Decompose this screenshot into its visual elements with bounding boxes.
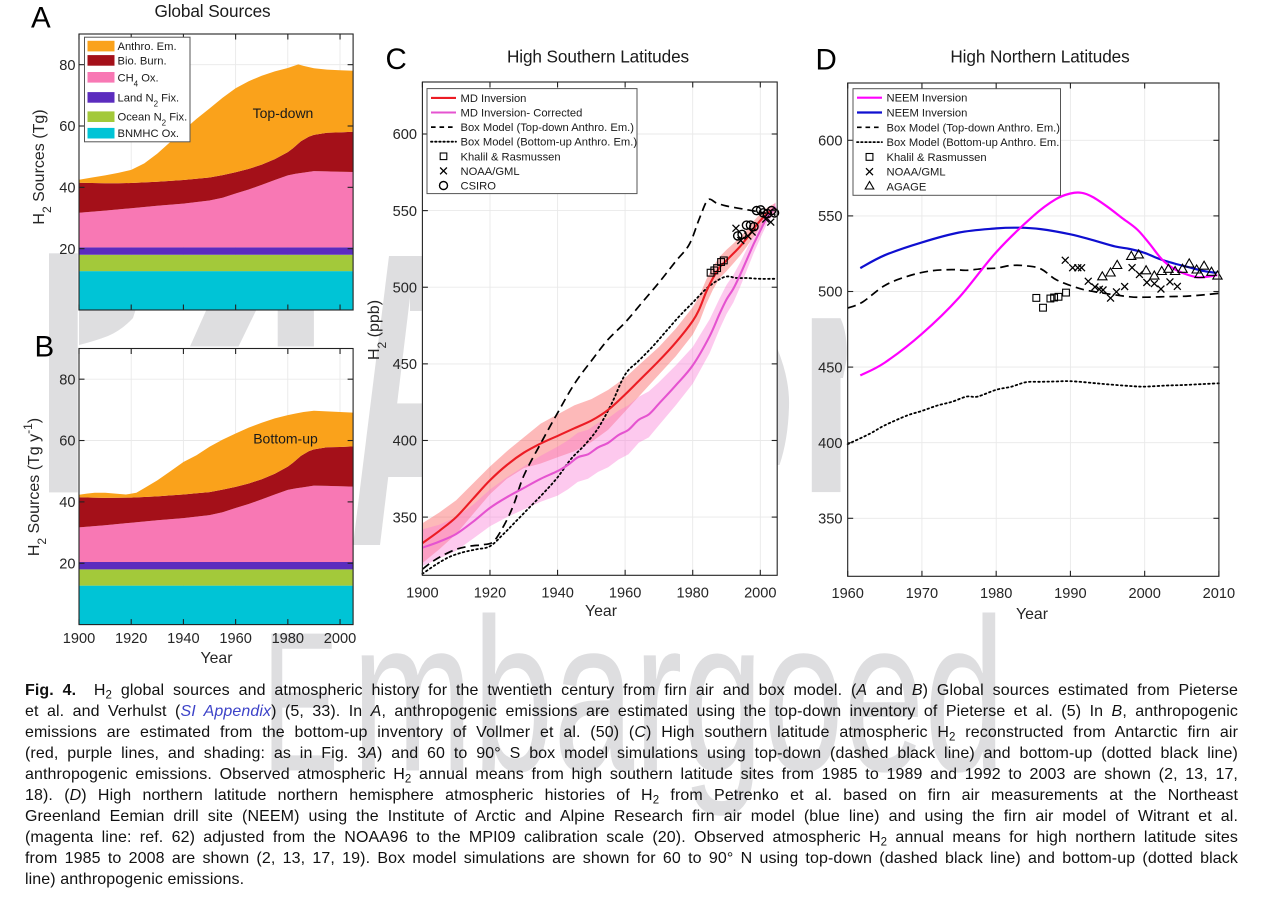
- svg-text:Bio. Burn.: Bio. Burn.: [118, 55, 167, 67]
- svg-text:1990: 1990: [1054, 586, 1086, 602]
- svg-text:1960: 1960: [609, 586, 641, 602]
- svg-text:350: 350: [818, 512, 842, 528]
- svg-text:1940: 1940: [167, 631, 199, 647]
- svg-text:Ocean N2 Fix.: Ocean N2 Fix.: [118, 112, 188, 128]
- svg-text:H2 Sources (Tg y-1): H2 Sources (Tg y-1): [21, 418, 49, 556]
- svg-text:Top-down: Top-down: [253, 105, 314, 121]
- svg-text:NOAA/GML: NOAA/GML: [461, 166, 520, 178]
- svg-text:Anthro. Em.: Anthro. Em.: [118, 41, 177, 53]
- svg-text:2000: 2000: [324, 631, 356, 647]
- svg-text:Year: Year: [201, 650, 233, 667]
- svg-text:1920: 1920: [115, 631, 147, 647]
- svg-text:CH4 Ox.: CH4 Ox.: [118, 72, 159, 88]
- svg-text:500: 500: [818, 285, 842, 301]
- svg-text:NEEM Inversion: NEEM Inversion: [887, 108, 968, 120]
- svg-text:Year: Year: [1016, 606, 1048, 623]
- svg-text:CSIRO: CSIRO: [461, 181, 497, 193]
- svg-text:1940: 1940: [541, 586, 573, 602]
- svg-text:550: 550: [393, 204, 417, 220]
- svg-text:600: 600: [818, 134, 842, 150]
- svg-text:80: 80: [59, 372, 75, 388]
- svg-text:1960: 1960: [219, 631, 251, 647]
- svg-text:20: 20: [59, 556, 75, 572]
- svg-text:2000: 2000: [1128, 586, 1160, 602]
- svg-text:450: 450: [818, 360, 842, 376]
- svg-text:40: 40: [59, 181, 75, 197]
- svg-text:450: 450: [393, 357, 417, 373]
- svg-text:H2 Sources (Tg): H2 Sources (Tg): [31, 109, 54, 224]
- svg-text:NEEM Inversion: NEEM Inversion: [887, 93, 968, 105]
- svg-text:60: 60: [59, 434, 75, 450]
- svg-text:Land N2 Fix.: Land N2 Fix.: [118, 92, 180, 108]
- svg-text:MD Inversion- Corrected: MD Inversion- Corrected: [461, 108, 583, 120]
- svg-text:1900: 1900: [63, 631, 95, 647]
- svg-text:AGAGE: AGAGE: [887, 182, 927, 194]
- svg-text:B: B: [35, 331, 55, 364]
- svg-text:400: 400: [393, 434, 417, 450]
- svg-text:Global Sources: Global Sources: [154, 1, 270, 21]
- svg-text:600: 600: [393, 127, 417, 143]
- svg-text:Khalil & Rasmussen: Khalil & Rasmussen: [887, 152, 987, 164]
- svg-text:1960: 1960: [831, 586, 863, 602]
- svg-text:A: A: [31, 2, 51, 35]
- svg-text:Bottom-up: Bottom-up: [253, 431, 318, 447]
- svg-text:400: 400: [818, 436, 842, 452]
- svg-text:350: 350: [393, 510, 417, 526]
- svg-text:1980: 1980: [676, 586, 708, 602]
- svg-text:Khalil & Rasmussen: Khalil & Rasmussen: [461, 151, 561, 163]
- svg-text:Box Model (Bottom-up Anthro. E: Box Model (Bottom-up Anthro. Em.: [887, 137, 1060, 149]
- svg-text:2010: 2010: [1203, 586, 1235, 602]
- svg-text:1980: 1980: [272, 631, 304, 647]
- svg-text:C: C: [386, 43, 407, 76]
- svg-text:High Southern Latitudes: High Southern Latitudes: [507, 47, 689, 67]
- svg-text:2000: 2000: [744, 586, 776, 602]
- svg-text:MD Inversion: MD Inversion: [461, 93, 527, 105]
- svg-text:High Northern Latitudes: High Northern Latitudes: [950, 47, 1129, 67]
- svg-text:500: 500: [393, 280, 417, 296]
- svg-text:20: 20: [59, 242, 75, 258]
- svg-text:1920: 1920: [474, 586, 506, 602]
- svg-text:D: D: [816, 44, 837, 77]
- svg-text:1980: 1980: [980, 586, 1012, 602]
- svg-text:80: 80: [59, 58, 75, 74]
- svg-text:550: 550: [818, 209, 842, 225]
- svg-text:Year: Year: [585, 603, 617, 620]
- svg-text:1970: 1970: [906, 586, 938, 602]
- svg-text:BNMHC Ox.: BNMHC Ox.: [118, 128, 180, 140]
- svg-text:40: 40: [59, 495, 75, 511]
- svg-text:1900: 1900: [406, 586, 438, 602]
- svg-text:Box Model (Top-down Anthro. Em: Box Model (Top-down Anthro. Em.): [887, 122, 1061, 134]
- svg-text:Embargoed: Embargoed: [262, 575, 1005, 818]
- svg-text:Box Model (Bottom-up Anthro. E: Box Model (Bottom-up Anthro. Em.): [461, 137, 638, 149]
- svg-text:NOAA/GML: NOAA/GML: [887, 167, 946, 179]
- svg-text:60: 60: [59, 119, 75, 135]
- svg-text:Box Model (Top-down Anthro. Em: Box Model (Top-down Anthro. Em.): [461, 122, 635, 134]
